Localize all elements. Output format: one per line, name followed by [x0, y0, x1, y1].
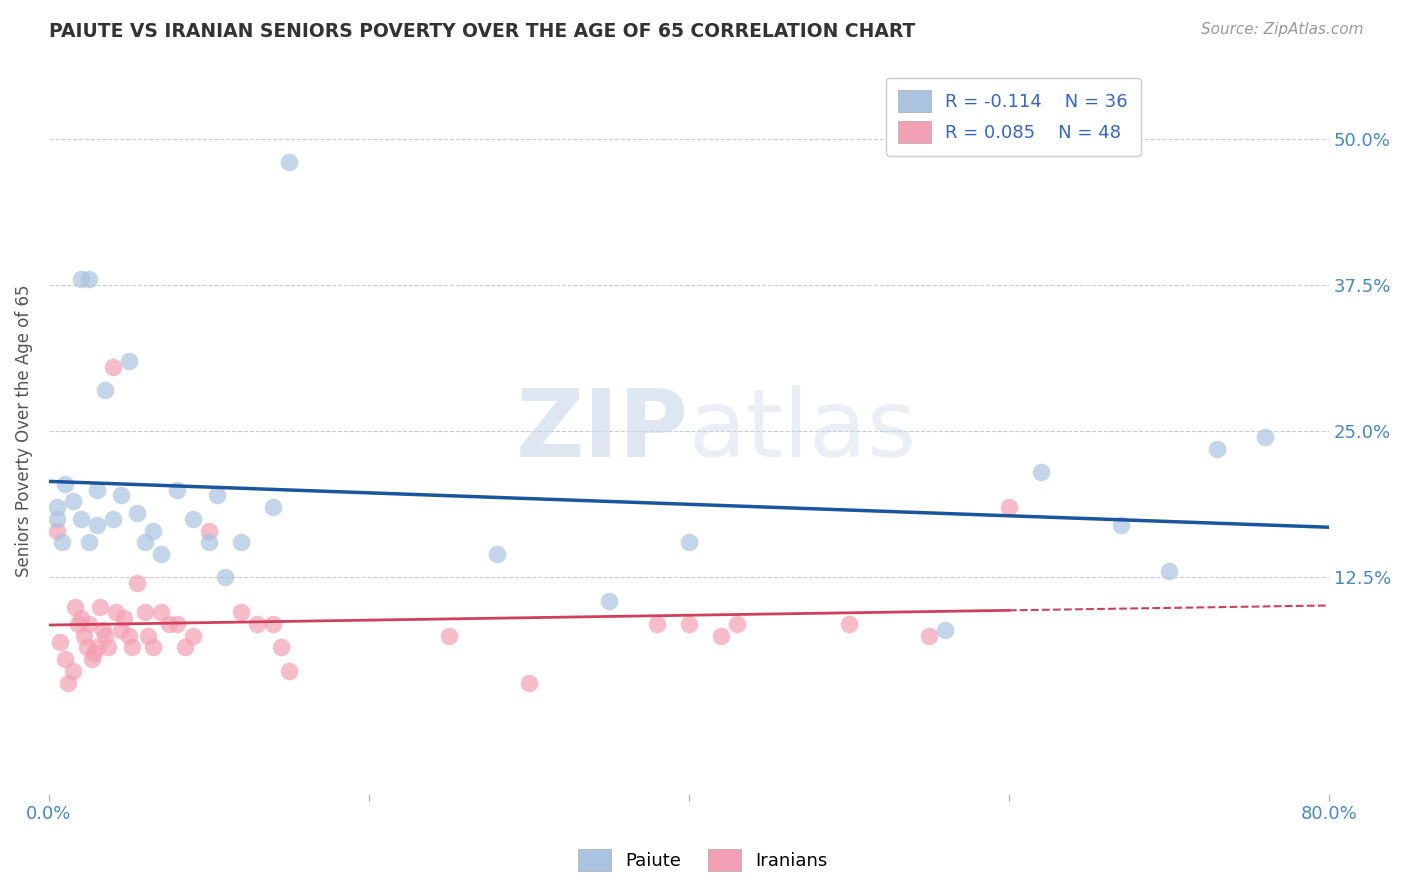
Point [645, 617, 668, 632]
Point [77, 617, 100, 632]
Point [46, 512, 69, 526]
Text: Source: ZipAtlas.com: Source: ZipAtlas.com [1201, 22, 1364, 37]
Point [262, 617, 284, 632]
Point [166, 617, 188, 632]
Point [118, 354, 141, 368]
Point [437, 629, 460, 643]
Point [278, 155, 301, 169]
Point [94, 629, 117, 643]
Point [174, 640, 197, 655]
Point [198, 524, 221, 538]
Point [149, 547, 172, 561]
Point [46, 500, 69, 515]
Text: atlas: atlas [689, 385, 917, 477]
Point [157, 617, 180, 632]
Y-axis label: Seniors Poverty Over the Age of 65: Seniors Poverty Over the Age of 65 [15, 285, 32, 577]
Point [918, 629, 941, 643]
Point [70, 272, 93, 286]
Point [1205, 442, 1227, 456]
Point [110, 623, 132, 637]
Point [1157, 565, 1180, 579]
Point [51, 535, 73, 549]
Point [86, 640, 108, 655]
Point [725, 617, 748, 632]
Point [118, 629, 141, 643]
Point [136, 629, 159, 643]
Point [998, 500, 1021, 515]
Point [246, 617, 269, 632]
Point [93, 623, 115, 637]
Point [485, 547, 508, 561]
Point [934, 623, 956, 637]
Point [149, 606, 172, 620]
Legend: Paiute, Iranians: Paiute, Iranians [571, 842, 835, 879]
Point [101, 512, 124, 526]
Point [1029, 465, 1052, 479]
Point [1254, 430, 1277, 444]
Point [97, 640, 120, 655]
Point [89, 599, 111, 614]
Point [53, 652, 76, 666]
Point [181, 629, 204, 643]
Point [101, 359, 124, 374]
Point [125, 506, 148, 520]
Point [94, 383, 117, 397]
Point [86, 517, 108, 532]
Point [125, 576, 148, 591]
Point [49, 634, 72, 648]
Point [278, 664, 301, 678]
Point [56, 675, 79, 690]
Point [678, 617, 700, 632]
Point [134, 606, 156, 620]
Point [198, 535, 221, 549]
Text: PAIUTE VS IRANIAN SENIORS POVERTY OVER THE AGE OF 65 CORRELATION CHART: PAIUTE VS IRANIAN SENIORS POVERTY OVER T… [49, 22, 915, 41]
Text: ZIP: ZIP [516, 385, 689, 477]
Point [73, 629, 96, 643]
Point [134, 535, 156, 549]
Point [62, 664, 84, 678]
Point [678, 535, 700, 549]
Point [262, 500, 284, 515]
Point [110, 488, 132, 502]
Point [214, 570, 236, 584]
Point [46, 524, 69, 538]
Point [77, 272, 100, 286]
Point [229, 606, 252, 620]
Point [142, 524, 165, 538]
Point [70, 512, 93, 526]
Point [121, 640, 143, 655]
Point [1109, 517, 1132, 532]
Point [112, 611, 135, 625]
Point [77, 535, 100, 549]
Point [83, 646, 105, 660]
Point [205, 488, 228, 502]
Point [142, 640, 165, 655]
Legend: R = -0.114    N = 36, R = 0.085    N = 48: R = -0.114 N = 36, R = 0.085 N = 48 [886, 78, 1140, 156]
Point [517, 675, 540, 690]
Point [229, 535, 252, 549]
Point [86, 483, 108, 497]
Point [82, 652, 104, 666]
Point [105, 606, 128, 620]
Point [66, 617, 89, 632]
Point [181, 512, 204, 526]
Point [70, 611, 93, 625]
Point [598, 593, 620, 607]
Point [166, 483, 188, 497]
Point [270, 640, 292, 655]
Point [76, 640, 98, 655]
Point [838, 617, 860, 632]
Point [62, 494, 84, 508]
Point [63, 599, 86, 614]
Point [53, 476, 76, 491]
Point [710, 629, 733, 643]
